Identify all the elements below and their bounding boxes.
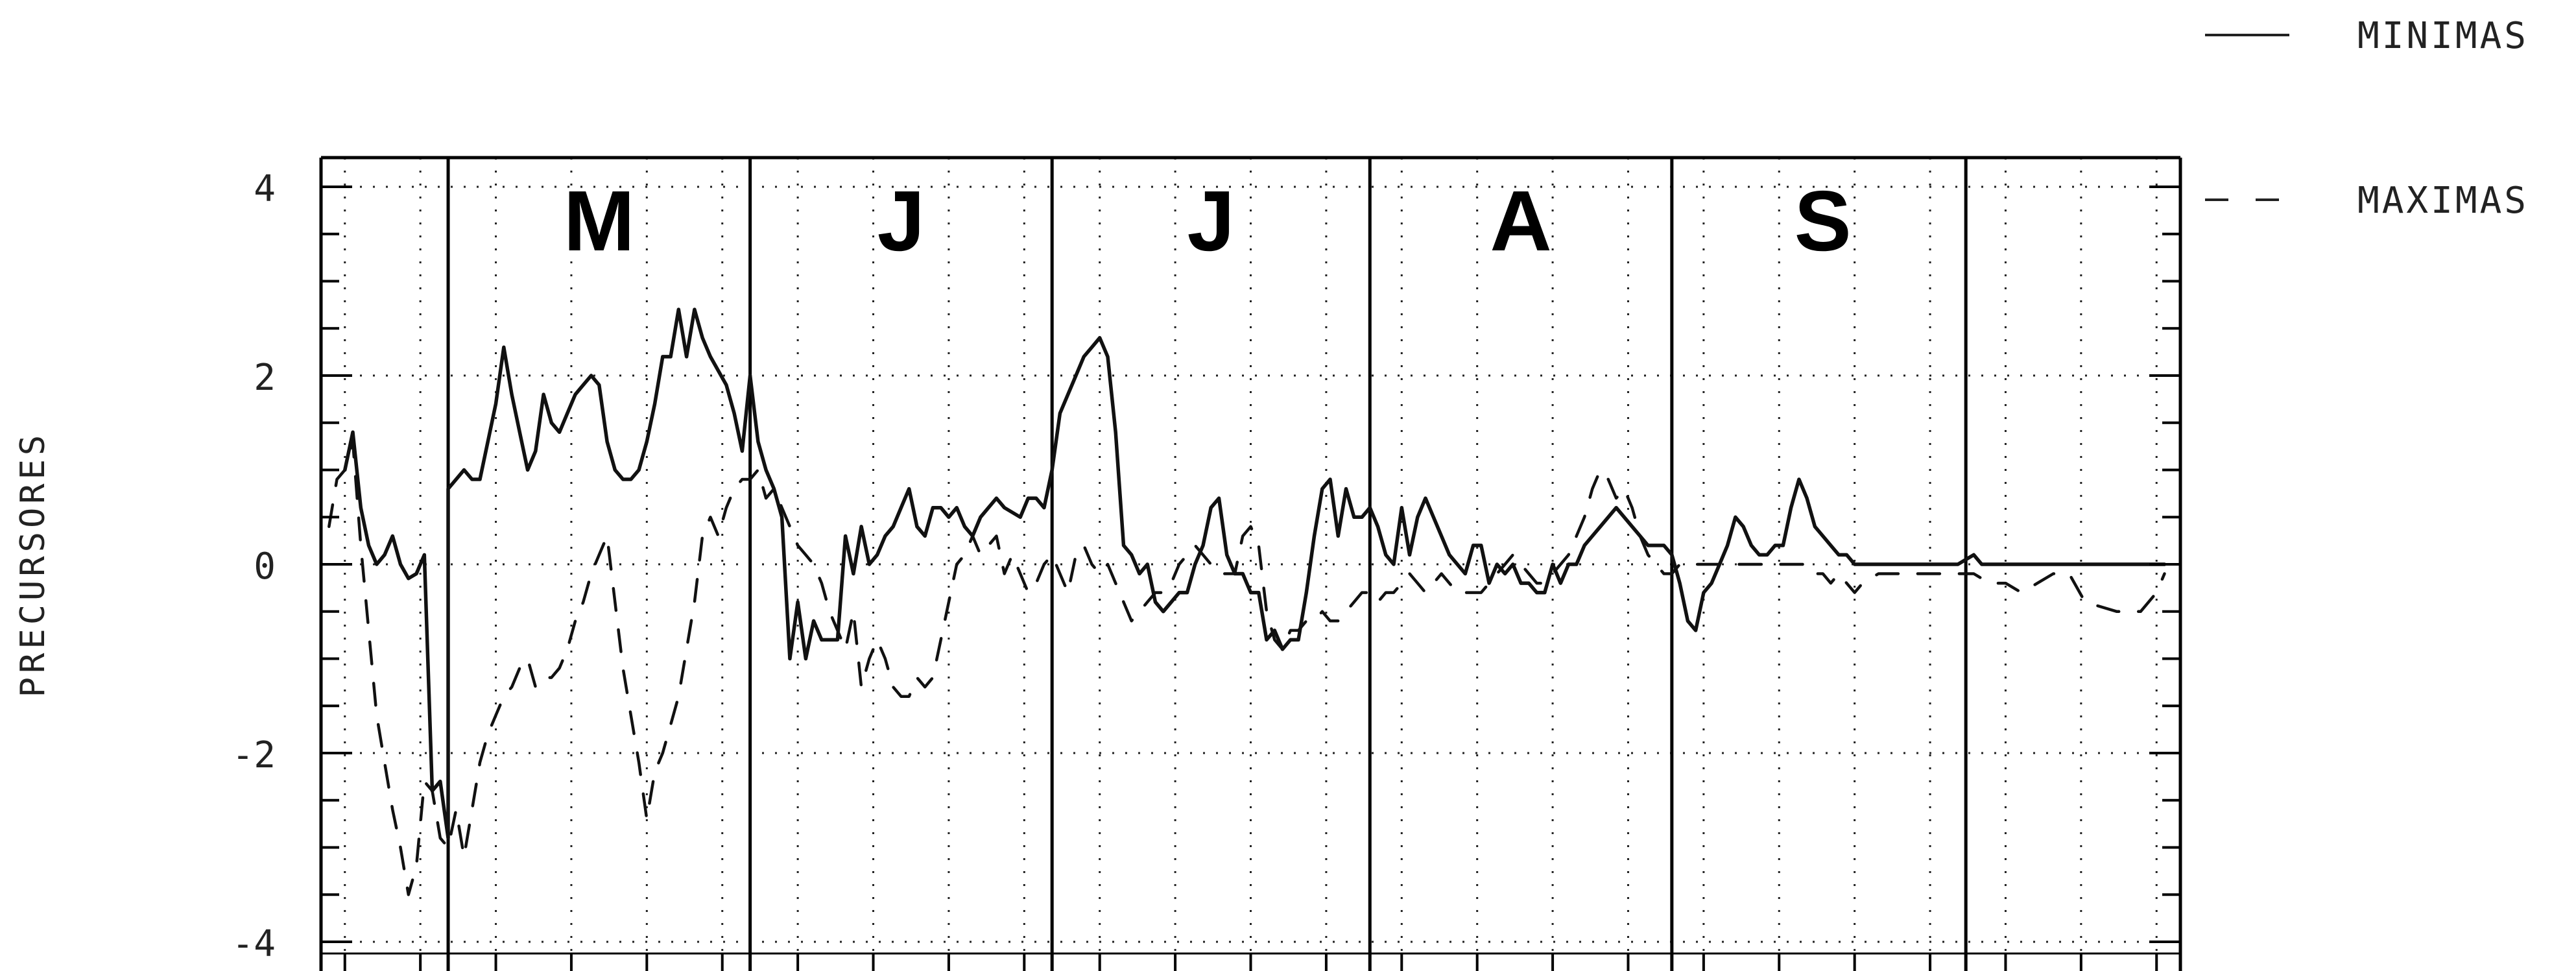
y-tick-label: 4 [254, 168, 276, 210]
y-tick-label: 0 [254, 545, 276, 588]
month-label: A [1490, 173, 1551, 269]
month-label: M [564, 173, 635, 269]
month-label: J [877, 173, 925, 269]
y-tick-label: -2 [232, 734, 276, 776]
y-tick-label: 2 [254, 357, 276, 399]
legend-label-minimas: MINIMAS [2357, 15, 2529, 57]
month-label: S [1795, 173, 1852, 269]
y-tick-label: -4 [232, 923, 276, 965]
y-axis-label: PRECURSORES [14, 431, 53, 697]
legend-label-maximas: MAXIMAS [2357, 180, 2529, 222]
month-label: J [1187, 173, 1235, 269]
